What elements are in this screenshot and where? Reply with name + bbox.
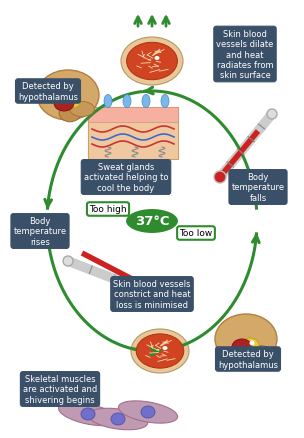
Ellipse shape: [71, 97, 77, 102]
Ellipse shape: [123, 95, 131, 108]
Ellipse shape: [131, 329, 189, 373]
Ellipse shape: [126, 43, 178, 81]
Ellipse shape: [176, 299, 188, 311]
Ellipse shape: [54, 96, 74, 112]
Ellipse shape: [118, 401, 178, 423]
Ellipse shape: [104, 95, 112, 108]
Text: Too low: Too low: [179, 229, 212, 238]
Text: Skin blood
vessels dilate
and heat
radiates from
skin surface: Skin blood vessels dilate and heat radia…: [216, 30, 274, 80]
FancyBboxPatch shape: [88, 108, 178, 123]
Ellipse shape: [81, 408, 95, 420]
Text: Detected by
hypothalamus: Detected by hypothalamus: [18, 82, 78, 102]
Ellipse shape: [70, 102, 95, 117]
Ellipse shape: [232, 339, 252, 355]
Ellipse shape: [267, 110, 277, 120]
Text: Skin blood vessels
constrict and heat
loss is minimised: Skin blood vessels constrict and heat lo…: [113, 279, 191, 309]
Text: Detected by
hypothalamus: Detected by hypothalamus: [218, 350, 278, 369]
Ellipse shape: [142, 95, 150, 108]
Text: 37°C: 37°C: [135, 215, 169, 228]
FancyBboxPatch shape: [88, 108, 178, 159]
Ellipse shape: [247, 346, 272, 360]
Ellipse shape: [59, 403, 117, 426]
Ellipse shape: [59, 105, 81, 123]
Text: Skeletal muscles
are activated and
shivering begins: Skeletal muscles are activated and shive…: [23, 374, 97, 404]
Ellipse shape: [141, 406, 155, 418]
Ellipse shape: [37, 71, 99, 121]
Ellipse shape: [214, 172, 226, 184]
Ellipse shape: [237, 349, 259, 366]
Ellipse shape: [154, 57, 160, 61]
Text: Body
temperature
rises: Body temperature rises: [13, 217, 67, 246]
Ellipse shape: [63, 256, 73, 266]
Ellipse shape: [250, 341, 254, 346]
Ellipse shape: [63, 95, 81, 109]
Ellipse shape: [241, 338, 259, 352]
Text: Sweat glands
activated helping to
cool the body: Sweat glands activated helping to cool t…: [84, 163, 168, 192]
Ellipse shape: [215, 314, 277, 364]
Text: Body
temperature
falls: Body temperature falls: [231, 173, 285, 202]
Text: Too high: Too high: [89, 205, 127, 214]
Ellipse shape: [121, 38, 183, 86]
Ellipse shape: [163, 346, 168, 350]
Ellipse shape: [161, 95, 169, 108]
Ellipse shape: [88, 408, 148, 430]
Ellipse shape: [111, 413, 125, 425]
Ellipse shape: [125, 208, 179, 234]
Ellipse shape: [136, 334, 184, 368]
